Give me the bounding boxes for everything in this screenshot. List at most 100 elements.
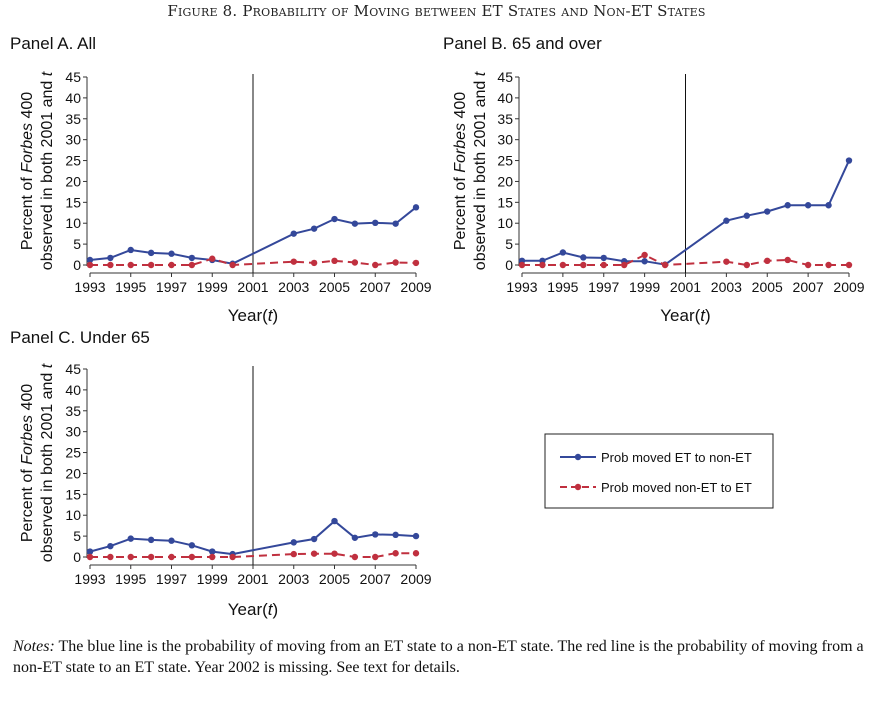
x-tick-label: 1997 [156,279,187,295]
point-et-to-nonet [412,532,420,540]
point-nonet-to-et [372,553,379,561]
point-nonet-to-et [641,251,648,259]
point-nonet-to-et [351,259,359,266]
point-nonet-to-et [764,257,771,265]
panel-a: Panel A. All 0 5 10 15 20 25 30 35 40 45 1993 1995 19… [10,34,432,325]
x-tick-label: 1999 [197,279,228,295]
point-et-to-nonet [392,220,399,227]
y-tick-label: 15 [65,194,81,210]
x-axis-label: Year(t) [228,600,278,619]
x-tick-label: 1995 [115,279,146,295]
y-tick-label: 35 [497,111,513,127]
point-et-to-nonet [290,230,297,237]
x-tick-label: 1997 [588,279,619,295]
point-et-to-nonet [86,548,94,555]
x-tick-label: 1995 [115,571,146,587]
x-tick-label: 2003 [278,571,309,587]
point-et-to-nonet [372,531,379,538]
point-et-to-nonet [723,217,730,224]
point-et-to-nonet [188,542,196,549]
y-tick-label: 35 [65,403,81,419]
point-nonet-to-et [168,261,175,269]
point-nonet-to-et [600,261,607,269]
point-nonet-to-et [107,261,114,269]
point-et-to-nonet [804,202,812,209]
point-et-to-nonet [580,254,587,261]
point-nonet-to-et [372,261,379,269]
x-tick-label: 1999 [197,571,228,587]
y-tick-label: 25 [65,153,81,169]
point-et-to-nonet [559,249,567,256]
x-axis-label: Year(t) [228,306,278,325]
point-nonet-to-et [804,261,812,269]
point-et-to-nonet [845,157,853,164]
point-nonet-to-et [168,553,175,561]
series-line-nonet-to-et [90,552,416,558]
y-tick-label: 45 [65,69,81,85]
point-nonet-to-et [86,553,94,561]
point-et-to-nonet [412,204,420,211]
point-et-to-nonet [331,215,338,223]
y-tick-label: 5 [73,528,81,544]
point-nonet-to-et [290,258,297,265]
point-et-to-nonet [743,212,751,219]
point-et-to-nonet [784,202,791,209]
y-tick-label: 20 [65,465,81,481]
point-nonet-to-et [229,553,236,561]
panel-title: Panel A. All [10,34,96,53]
y-axis-label: Percent of Forbes 400 [452,92,469,250]
point-et-to-nonet [127,246,134,254]
point-nonet-to-et [107,553,114,561]
point-et-to-nonet [290,539,297,546]
y-tick-label: 40 [497,90,513,106]
y-axis-label: observed in both 2001 and t [39,363,56,562]
legend-label: Prob moved ET to non-ET [601,450,752,465]
y-tick-label: 30 [65,424,81,440]
legend: Prob moved ET to non-ET Prob moved non-ET… [544,433,774,509]
x-tick-label: 2001 [237,279,268,295]
point-et-to-nonet [310,225,318,232]
point-nonet-to-et [845,261,853,269]
y-tick-label: 40 [65,90,81,106]
y-tick-label: 10 [65,215,81,231]
point-et-to-nonet [209,548,216,555]
point-et-to-nonet [351,220,359,227]
point-et-to-nonet [188,254,196,262]
legend-marker [574,453,582,461]
x-tick-label: 2007 [793,279,824,295]
point-nonet-to-et [539,261,546,269]
x-tick-label: 1993 [74,571,105,587]
y-axis-label: Percent of Forbes 400 [19,384,36,542]
point-nonet-to-et [784,256,791,264]
x-tick-label: 2007 [360,279,391,295]
point-et-to-nonet [147,536,155,544]
x-tick-label: 1997 [156,571,187,587]
legend-box [544,433,774,509]
point-et-to-nonet [392,531,399,539]
point-nonet-to-et [412,550,420,557]
figure-notes: Notes: The blue line is the probability … [13,636,865,678]
point-et-to-nonet [600,254,607,262]
y-tick-label: 30 [497,132,513,148]
point-nonet-to-et [310,259,318,267]
x-tick-label: 2005 [752,279,783,295]
point-nonet-to-et [825,261,832,269]
point-nonet-to-et [127,553,134,561]
x-tick-label: 2001 [237,571,268,587]
y-tick-label: 10 [65,507,81,523]
point-nonet-to-et [188,261,196,269]
y-tick-label: 45 [65,361,81,377]
point-et-to-nonet [310,535,318,543]
y-tick-label: 15 [497,194,513,210]
figure-panels: Panel A. All 0 5 10 15 20 25 30 35 40 45 1993 1995 19… [10,34,865,619]
notes-text: The blue line is the probability of movi… [13,638,864,676]
panel-title: Panel C. Under 65 [10,328,150,347]
point-nonet-to-et [310,550,318,557]
x-tick-label: 2005 [319,279,350,295]
legend-label: Prob moved non-ET to ET [601,480,752,495]
legend-marker [574,483,582,491]
point-nonet-to-et [209,553,216,561]
point-nonet-to-et [351,553,359,561]
point-et-to-nonet [168,537,175,544]
x-axis-label: Year(t) [660,306,710,325]
